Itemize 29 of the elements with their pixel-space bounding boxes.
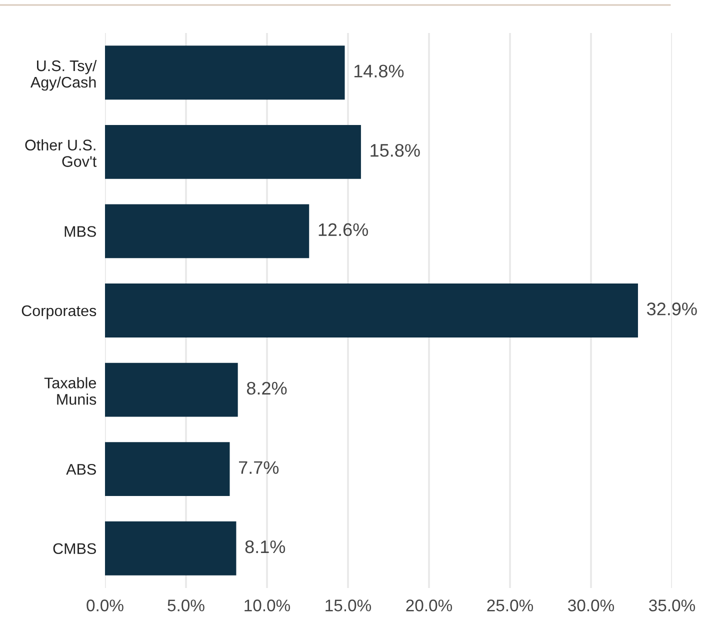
bar [105, 442, 230, 496]
x-tick-label: 10.0% [244, 600, 290, 612]
y-tick-label: U.S. Tsy/ Agy/Cash [30, 60, 97, 91]
x-tick-label: 0.0% [86, 600, 124, 612]
bar [105, 521, 236, 576]
y-tick-label: ABS [66, 464, 96, 475]
bar [105, 284, 638, 338]
data-label: 14.8% [354, 64, 404, 78]
data-label: 12.6% [318, 223, 368, 236]
x-tick-label: 15.0% [326, 600, 372, 612]
y-tick-label: Other U.S. Gov't [25, 139, 97, 167]
bar [105, 124, 361, 179]
y-tick-label: CMBS [53, 543, 96, 554]
data-label: 32.9% [647, 302, 697, 316]
bar [105, 362, 238, 417]
x-tick-label: 25.0% [487, 600, 534, 612]
y-tick-label: Taxable Munis [44, 377, 96, 405]
data-label: 7.7% [239, 461, 279, 474]
bar [105, 204, 310, 258]
x-tick-label: 35.0% [649, 600, 696, 612]
bar [105, 46, 345, 100]
data-label: 8.1% [245, 540, 286, 554]
x-tick-label: 30.0% [568, 600, 614, 612]
data-label: 8.2% [246, 382, 287, 395]
x-tick-label: 5.0% [168, 600, 204, 612]
y-tick-label: Corporates [22, 305, 96, 320]
x-tick-label: 20.0% [406, 600, 452, 612]
data-label: 15.8% [370, 144, 420, 157]
y-tick-label: MBS [64, 226, 96, 237]
